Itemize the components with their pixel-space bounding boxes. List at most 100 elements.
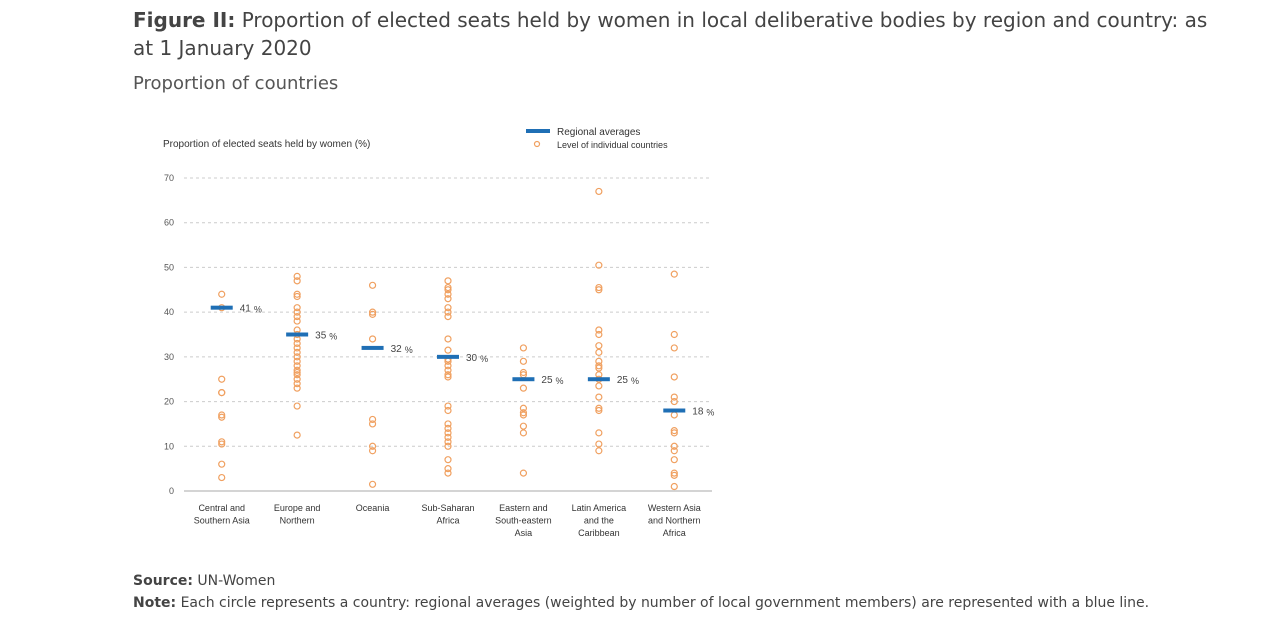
marks-layer: Central and Southern Asia 41 % Europe and Nor… bbox=[194, 187, 714, 538]
country-point bbox=[368, 310, 377, 318]
country-point bbox=[595, 357, 603, 365]
country-point bbox=[519, 368, 528, 377]
country-point bbox=[670, 482, 678, 491]
country-point bbox=[670, 447, 678, 455]
country-point bbox=[595, 286, 603, 294]
y-axis-title: Proportion of elected seats held by wome… bbox=[163, 139, 370, 150]
country-point bbox=[670, 469, 678, 477]
country-point bbox=[519, 344, 528, 352]
x-tick-label: Latin America bbox=[572, 503, 627, 513]
country-point bbox=[218, 438, 226, 446]
country-point bbox=[293, 357, 301, 365]
y-tick-label: 0 bbox=[169, 486, 174, 496]
regional-average-bar bbox=[587, 377, 610, 382]
note-text: Each circle represents a country: region… bbox=[180, 595, 1150, 611]
country-point bbox=[444, 283, 452, 292]
grid-layer: Proportion of elected seats held by wome… bbox=[163, 139, 712, 496]
country-point bbox=[595, 348, 603, 356]
country-point bbox=[293, 371, 301, 379]
country-point bbox=[670, 270, 678, 278]
y-tick-label: 50 bbox=[164, 262, 174, 272]
y-tick-label: 20 bbox=[164, 397, 174, 407]
country-point bbox=[670, 427, 678, 435]
country-point bbox=[444, 295, 452, 303]
average-label: 32% bbox=[391, 344, 413, 355]
x-tick-label: Eastern and bbox=[499, 503, 548, 513]
country-point bbox=[444, 290, 452, 298]
country-point bbox=[444, 420, 452, 428]
x-tick-label: Western Asia bbox=[648, 503, 701, 513]
country-point bbox=[444, 429, 452, 437]
country-point bbox=[444, 402, 452, 410]
country-point bbox=[368, 420, 377, 428]
country-point bbox=[293, 431, 301, 439]
country-point bbox=[293, 344, 301, 352]
country-point bbox=[595, 364, 603, 372]
country-point bbox=[293, 366, 301, 374]
country-point bbox=[444, 465, 452, 473]
country-point bbox=[293, 313, 301, 321]
country-point bbox=[293, 308, 301, 316]
regional-average-bar bbox=[437, 354, 459, 359]
country-point bbox=[368, 308, 377, 316]
note-line: Note: Each circle represents a country: … bbox=[133, 595, 1149, 611]
country-point bbox=[293, 317, 301, 325]
x-tick-label: Caribbean bbox=[578, 528, 620, 538]
regional-average-bar bbox=[663, 408, 686, 413]
x-tick-label: Africa bbox=[663, 528, 686, 538]
country-point bbox=[595, 393, 603, 401]
country-point bbox=[293, 292, 301, 301]
country-point bbox=[444, 286, 452, 294]
country-point bbox=[595, 261, 603, 269]
country-point bbox=[444, 277, 452, 285]
country-point bbox=[444, 433, 452, 441]
average-label: 30% bbox=[466, 353, 488, 364]
country-point bbox=[519, 357, 528, 365]
country-point bbox=[595, 404, 603, 412]
legend-average-label: Regional averages bbox=[557, 127, 640, 138]
legend-average-swatch bbox=[526, 129, 550, 133]
x-tick-label: Sub-Saharan bbox=[421, 503, 474, 513]
country-point bbox=[218, 290, 226, 298]
country-point bbox=[519, 404, 528, 412]
country-point bbox=[368, 480, 377, 488]
average-label: 41% bbox=[240, 304, 262, 315]
average-label: 25% bbox=[617, 375, 639, 386]
country-point bbox=[670, 397, 678, 406]
country-point bbox=[444, 362, 452, 370]
note-label: Note: bbox=[133, 595, 177, 611]
country-point bbox=[670, 330, 678, 339]
country-point bbox=[670, 429, 678, 437]
regional-average-bar bbox=[210, 305, 233, 310]
x-tick-label: Oceania bbox=[356, 503, 390, 513]
country-point bbox=[444, 424, 452, 432]
country-point bbox=[218, 473, 226, 482]
country-point bbox=[293, 348, 301, 356]
country-point bbox=[293, 402, 301, 410]
country-point bbox=[368, 281, 377, 289]
country-point bbox=[444, 406, 452, 415]
x-tick-label: Southern Asia bbox=[194, 516, 250, 526]
country-point bbox=[444, 313, 452, 321]
average-label: 35% bbox=[315, 331, 337, 342]
country-point bbox=[218, 460, 226, 468]
country-point bbox=[293, 362, 301, 370]
country-point bbox=[519, 422, 528, 430]
country-point bbox=[595, 283, 603, 292]
legend-country-swatch bbox=[533, 140, 541, 148]
legend-country-label: Level of individual countries bbox=[557, 140, 668, 150]
figure-title-text: Proportion of elected seats held by wome… bbox=[133, 8, 1208, 60]
country-point bbox=[293, 353, 301, 361]
country-point bbox=[444, 456, 452, 464]
x-tick-label: and the bbox=[584, 516, 614, 526]
country-point bbox=[368, 447, 377, 455]
y-tick-label: 40 bbox=[164, 307, 174, 317]
country-point bbox=[595, 382, 603, 390]
regional-average-bar bbox=[361, 345, 384, 350]
source-label: Source: bbox=[133, 573, 193, 589]
average-label: 18% bbox=[692, 407, 714, 418]
country-point bbox=[670, 344, 678, 352]
country-point bbox=[293, 380, 301, 388]
country-point bbox=[444, 371, 452, 379]
